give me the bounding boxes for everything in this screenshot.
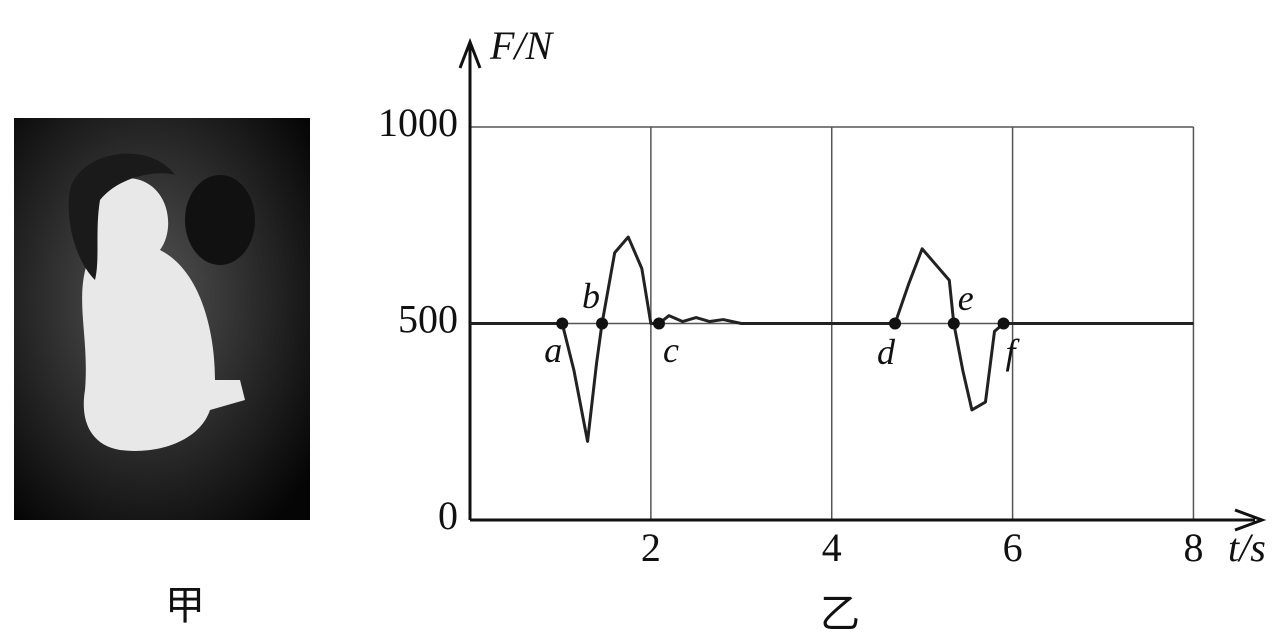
point-label: e [958, 278, 974, 318]
point [948, 318, 960, 330]
point [556, 318, 568, 330]
x-tick-label: 8 [1183, 525, 1203, 570]
y-tick-label: 500 [398, 297, 458, 342]
caption: 甲 [165, 583, 205, 628]
point-label: a [544, 330, 562, 370]
photo [14, 118, 310, 520]
plot: 2 4 6 8 0 500 1000 F/N t/s ab c d ef [378, 23, 1266, 570]
y-tick-label: 0 [438, 493, 458, 538]
caption: 乙 [820, 591, 860, 636]
point-label: d [877, 332, 896, 372]
figure: 甲 乙 2 4 6 8 0 500 1000 F/N t/s ab c d ef [0, 0, 1285, 638]
x-tick-label: 4 [822, 525, 842, 570]
point-label: f [1006, 332, 1021, 372]
point-label: c [663, 330, 679, 370]
x-axis-label: t/s [1228, 525, 1266, 570]
point [596, 318, 608, 330]
x-tick-label: 2 [641, 525, 661, 570]
page: {"chart_data": {"type": "line", "caption… [0, 0, 1285, 638]
y-axis [460, 42, 480, 520]
point-label: b [582, 276, 600, 316]
y-tick-label: 1000 [378, 100, 458, 145]
point [889, 318, 901, 330]
x-axis [470, 510, 1262, 530]
y-axis-label: F/N [489, 23, 555, 68]
point [998, 318, 1010, 330]
x-tick-label: 6 [1003, 525, 1023, 570]
point [653, 318, 665, 330]
